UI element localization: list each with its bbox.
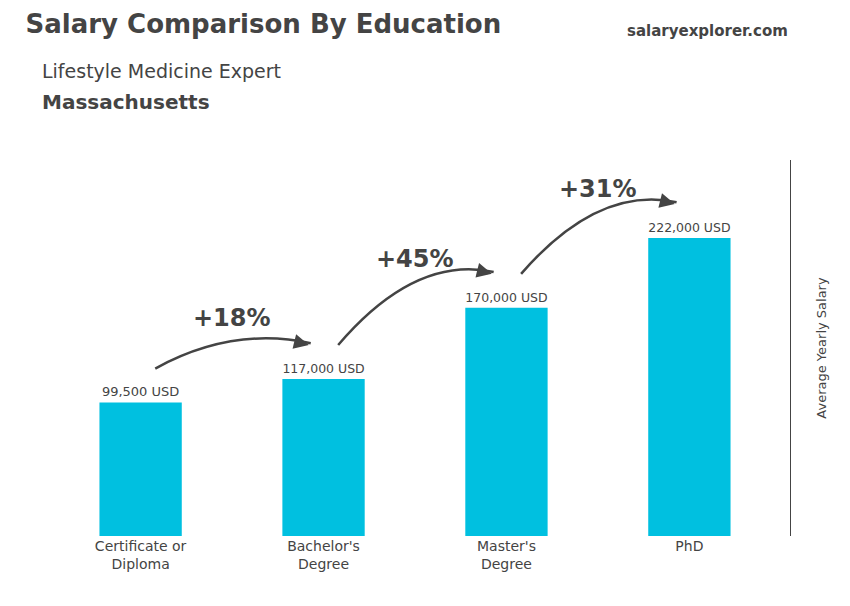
svg-text:Lifestyle Medicine Expert: Lifestyle Medicine Expert xyxy=(42,60,281,82)
svg-text:PhD: PhD xyxy=(675,538,703,554)
svg-text:170,000 USD: 170,000 USD xyxy=(465,290,547,305)
svg-text:+18%: +18% xyxy=(193,304,271,332)
svg-text:+45%: +45% xyxy=(376,245,454,273)
svg-text:Salary Comparison By Education: Salary Comparison By Education xyxy=(26,9,502,39)
svg-text:222,000 USD: 222,000 USD xyxy=(648,220,730,235)
svg-text:99,500 USD: 99,500 USD xyxy=(102,384,179,399)
svg-text:Average Yearly Salary: Average Yearly Salary xyxy=(814,277,829,419)
svg-text:Massachusetts: Massachusetts xyxy=(42,90,210,114)
svg-text:+31%: +31% xyxy=(559,175,637,203)
svg-text:117,000 USD: 117,000 USD xyxy=(282,361,364,376)
svg-text:Master'sDegree: Master'sDegree xyxy=(477,538,536,572)
svg-text:Bachelor'sDegree: Bachelor'sDegree xyxy=(287,538,360,572)
svg-text:salaryexplorer.com: salaryexplorer.com xyxy=(627,22,788,40)
svg-text:Certificate orDiploma: Certificate orDiploma xyxy=(95,538,187,572)
